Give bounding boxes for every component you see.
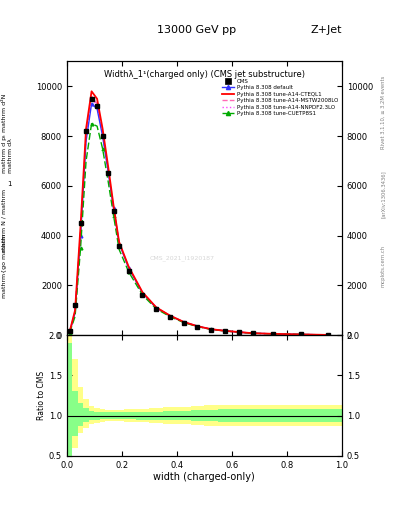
Text: Rivet 3.1.10, ≥ 3.2M events: Rivet 3.1.10, ≥ 3.2M events	[381, 76, 386, 150]
Text: mathrm d pₜ
mathrm dλ: mathrm d pₜ mathrm dλ	[2, 134, 13, 173]
Text: mathrm d²N: mathrm d²N	[2, 94, 7, 132]
Legend: CMS, Pythia 8.308 default, Pythia 8.308 tune-A14-CTEQL1, Pythia 8.308 tune-A14-M: CMS, Pythia 8.308 default, Pythia 8.308 …	[220, 78, 339, 117]
Text: [arXiv:1306.3436]: [arXiv:1306.3436]	[381, 170, 386, 219]
Text: mathrm N / mathrm: mathrm N / mathrm	[2, 188, 7, 252]
Y-axis label: Ratio to CMS: Ratio to CMS	[37, 371, 46, 420]
Text: Widthλ_1¹(charged only) (CMS jet substructure): Widthλ_1¹(charged only) (CMS jet substru…	[104, 70, 305, 79]
Text: mathrm{go mathrm: mathrm{go mathrm	[2, 234, 7, 298]
Text: mcplots.cern.ch: mcplots.cern.ch	[381, 245, 386, 287]
Text: 1: 1	[7, 181, 12, 187]
X-axis label: width (charged-only): width (charged-only)	[154, 472, 255, 482]
Text: 13000 GeV pp: 13000 GeV pp	[157, 25, 236, 35]
Text: CMS_2021_I1920187: CMS_2021_I1920187	[150, 255, 215, 262]
Text: Z+Jet: Z+Jet	[310, 25, 342, 35]
